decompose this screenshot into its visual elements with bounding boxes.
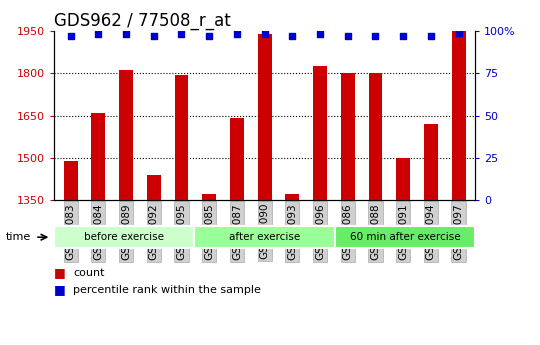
Point <box>288 33 296 39</box>
Point <box>66 33 75 39</box>
Point <box>371 33 380 39</box>
Point <box>94 32 103 37</box>
Point <box>150 33 158 39</box>
Text: ■: ■ <box>54 283 66 296</box>
Point <box>399 33 408 39</box>
Text: count: count <box>73 268 104 277</box>
Bar <box>64 161 78 200</box>
Bar <box>451 31 465 200</box>
Text: GDS962 / 77508_r_at: GDS962 / 77508_r_at <box>54 12 231 30</box>
Bar <box>368 73 382 200</box>
Bar <box>313 66 327 200</box>
Point <box>205 33 213 39</box>
Point <box>260 32 269 37</box>
Bar <box>285 195 299 200</box>
Point <box>122 32 130 37</box>
Bar <box>147 175 161 200</box>
Bar <box>91 113 105 200</box>
Point <box>177 32 186 37</box>
Bar <box>174 75 188 200</box>
Point <box>427 33 435 39</box>
Bar <box>119 70 133 200</box>
Bar <box>230 118 244 200</box>
Text: percentile rank within the sample: percentile rank within the sample <box>73 285 261 295</box>
Text: before exercise: before exercise <box>84 232 164 242</box>
Point <box>233 32 241 37</box>
Text: after exercise: after exercise <box>229 232 300 242</box>
Bar <box>341 73 355 200</box>
Bar <box>258 34 272 200</box>
Bar <box>424 124 438 200</box>
Bar <box>396 158 410 200</box>
Point <box>343 33 352 39</box>
Text: 60 min after exercise: 60 min after exercise <box>350 232 460 242</box>
Point <box>454 30 463 36</box>
Text: ■: ■ <box>54 266 66 279</box>
Point <box>316 32 325 37</box>
Text: time: time <box>5 232 31 242</box>
Bar <box>202 195 216 200</box>
